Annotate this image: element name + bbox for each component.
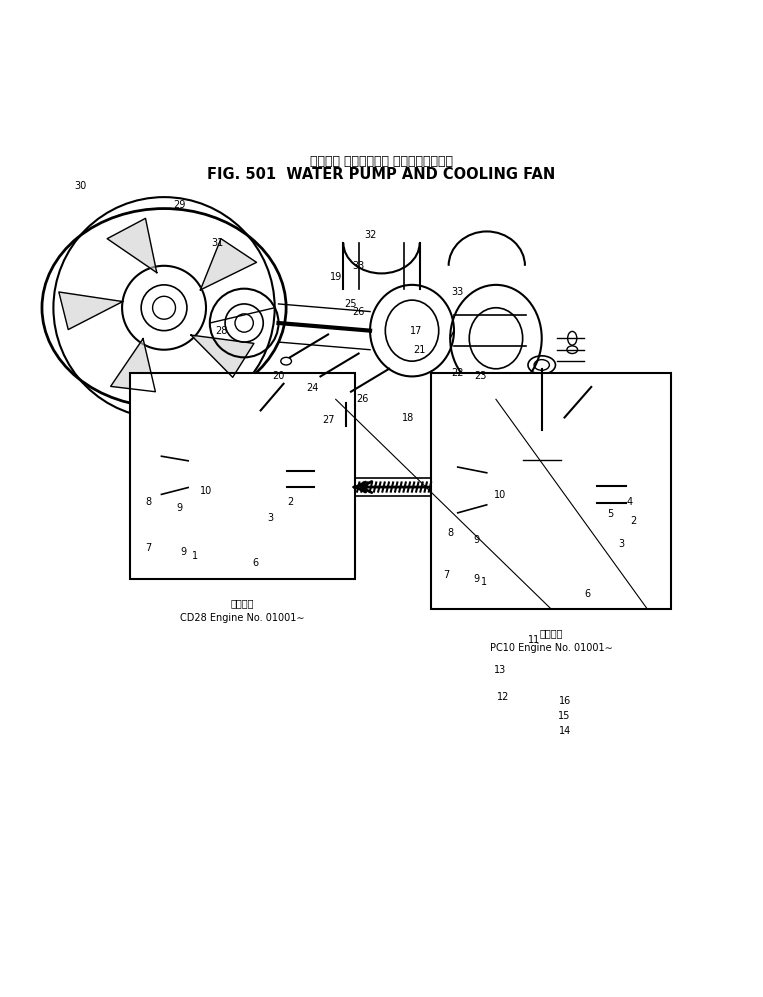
Polygon shape [107, 218, 156, 272]
Text: 8: 8 [146, 498, 152, 507]
Text: 24: 24 [307, 383, 319, 393]
Polygon shape [201, 238, 256, 290]
Text: 23: 23 [475, 372, 487, 382]
Text: 31: 31 [211, 238, 224, 248]
Text: 33: 33 [452, 287, 464, 297]
Text: 26: 26 [353, 306, 365, 317]
Text: 6: 6 [584, 589, 591, 599]
Text: 適用番号: 適用番号 [539, 628, 563, 638]
Polygon shape [111, 339, 156, 392]
Text: 17: 17 [410, 326, 422, 336]
Text: FIG. 501  WATER PUMP AND COOLING FAN: FIG. 501 WATER PUMP AND COOLING FAN [208, 167, 555, 182]
Text: 1: 1 [192, 550, 198, 560]
Text: 30: 30 [74, 180, 86, 190]
Text: 12: 12 [497, 692, 510, 702]
Text: 11: 11 [528, 635, 540, 645]
Text: 26: 26 [356, 394, 369, 405]
Text: 28: 28 [215, 326, 227, 336]
Text: 21: 21 [414, 345, 426, 355]
Text: PC10 Engine No. 01001∼: PC10 Engine No. 01001∼ [490, 643, 613, 653]
Text: 10: 10 [494, 490, 506, 499]
Text: 14: 14 [559, 726, 571, 736]
Text: 7: 7 [443, 570, 449, 580]
Text: 2: 2 [287, 498, 293, 507]
Text: 6: 6 [253, 558, 259, 568]
Text: 3: 3 [268, 512, 274, 522]
Text: 20: 20 [272, 372, 285, 382]
Text: ウォータ ポンプおよび クーリングファン: ウォータ ポンプおよび クーリングファン [310, 155, 453, 167]
Text: 33: 33 [353, 261, 365, 271]
Text: 13: 13 [494, 665, 506, 675]
Text: 適用番号: 適用番号 [230, 597, 254, 608]
Text: 9: 9 [474, 535, 480, 545]
Ellipse shape [528, 356, 555, 374]
Text: 4: 4 [626, 498, 633, 507]
Text: 3: 3 [619, 539, 625, 549]
Text: 9: 9 [180, 547, 186, 557]
Text: 9: 9 [474, 573, 480, 583]
Text: 16: 16 [559, 696, 571, 706]
Text: CD28 Engine No. 01001∼: CD28 Engine No. 01001∼ [180, 613, 304, 623]
Text: 19: 19 [330, 272, 342, 282]
Text: 1: 1 [481, 577, 488, 587]
Text: 9: 9 [176, 503, 182, 513]
Text: 5: 5 [607, 508, 613, 518]
Text: 29: 29 [173, 199, 185, 209]
Text: 15: 15 [559, 711, 571, 721]
Text: 22: 22 [452, 368, 464, 378]
Text: 10: 10 [200, 486, 212, 496]
Bar [431, 373, 671, 609]
Text: 25: 25 [345, 299, 357, 309]
Polygon shape [59, 292, 123, 330]
Bar [130, 373, 355, 578]
Polygon shape [191, 335, 254, 377]
Text: 8: 8 [447, 527, 453, 537]
Text: 2: 2 [630, 516, 636, 526]
Text: 7: 7 [146, 543, 152, 553]
Text: 32: 32 [364, 230, 376, 240]
Text: 18: 18 [402, 414, 414, 424]
Bar [355, 478, 431, 497]
Text: 27: 27 [322, 415, 334, 425]
